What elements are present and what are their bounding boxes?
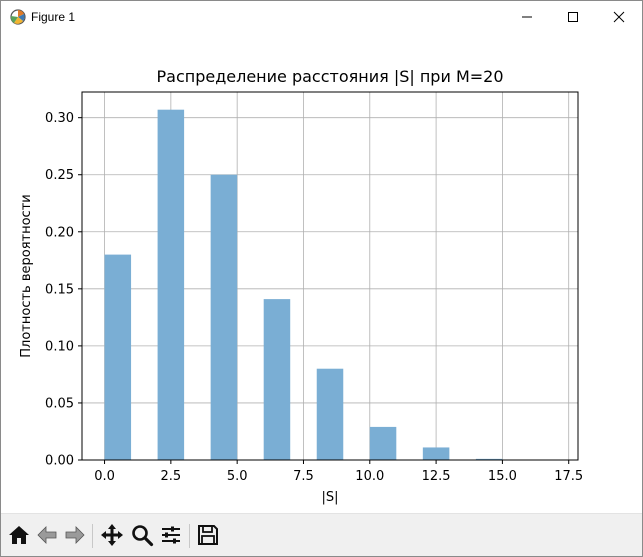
x-tick-label: 15.0 <box>488 469 517 484</box>
matplotlib-app-icon <box>10 9 26 25</box>
y-tick-label: 0.30 <box>45 111 74 126</box>
title-bar[interactable]: Figure 1 <box>1 1 642 33</box>
bar <box>475 458 503 460</box>
pan-icon <box>101 524 123 546</box>
x-tick-label: 17.5 <box>554 469 583 484</box>
maximize-icon <box>568 12 578 22</box>
chart-title: Распределение расстояния |S| при M=20 <box>156 67 503 86</box>
window-title: Figure 1 <box>31 10 76 24</box>
bar <box>422 447 450 460</box>
bars <box>104 109 503 460</box>
y-axis-label: Плотность вероятности <box>19 194 34 357</box>
y-tick-label: 0.05 <box>45 396 74 411</box>
figure-canvas[interactable]: Распределение расстояния |S| при M=20 0.… <box>1 33 642 513</box>
x-tick-label: 0.0 <box>94 469 115 484</box>
close-button[interactable] <box>596 1 642 33</box>
toolbar-separator <box>92 524 93 548</box>
bar <box>263 299 291 460</box>
home-button[interactable] <box>5 521 33 549</box>
save-icon <box>198 525 218 545</box>
bar <box>157 109 185 460</box>
forward-button[interactable] <box>61 521 89 549</box>
bar <box>210 174 238 460</box>
x-tick-label: 2.5 <box>161 469 182 484</box>
home-icon <box>9 526 29 544</box>
x-tick-label: 5.0 <box>227 469 248 484</box>
back-button[interactable] <box>33 521 61 549</box>
x-axis-label: |S| <box>321 490 338 505</box>
minimize-icon <box>522 16 532 18</box>
x-tick-label: 12.5 <box>422 469 451 484</box>
minimize-button[interactable] <box>504 1 550 33</box>
y-tick-label: 0.10 <box>45 339 74 354</box>
save-button[interactable] <box>194 521 222 549</box>
back-icon <box>37 526 57 544</box>
x-tick-label: 7.5 <box>293 469 314 484</box>
zoom-button[interactable] <box>128 521 156 549</box>
x-tick-label: 10.0 <box>355 469 384 484</box>
y-tick-label: 0.00 <box>45 454 74 469</box>
pan-button[interactable] <box>98 521 126 549</box>
maximize-button[interactable] <box>550 1 596 33</box>
toolbar-separator <box>189 524 190 548</box>
zoom-icon <box>132 525 154 547</box>
x-axis-ticks: 0.0 2.5 5.0 7.5 10.0 12.5 15.0 17.5 <box>94 460 583 484</box>
y-axis-ticks: 0.00 0.05 0.10 0.15 0.20 0.25 0.30 <box>45 111 82 469</box>
axes-frame <box>81 91 579 461</box>
bar <box>316 368 344 460</box>
y-tick-label: 0.15 <box>45 282 74 297</box>
y-tick-label: 0.25 <box>45 168 74 183</box>
bar <box>104 254 132 460</box>
bar <box>369 426 397 460</box>
bar-chart: Распределение расстояния |S| при M=20 0.… <box>19 67 583 505</box>
y-tick-label: 0.20 <box>45 225 74 240</box>
navigation-toolbar <box>1 513 642 556</box>
close-icon <box>613 11 625 23</box>
configure-subplots-button[interactable] <box>157 521 185 549</box>
forward-icon <box>65 526 85 544</box>
configure-subplots-icon <box>162 526 180 544</box>
